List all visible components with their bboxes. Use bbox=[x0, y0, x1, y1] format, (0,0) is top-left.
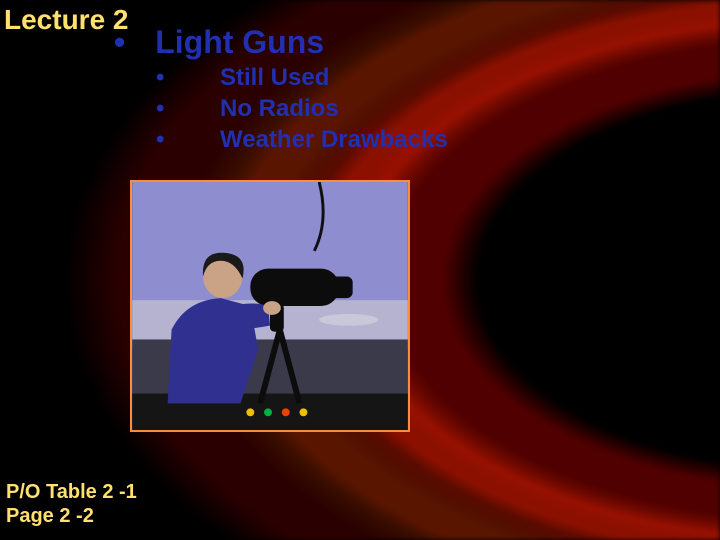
bullet-glyph: • bbox=[156, 62, 220, 93]
bullet-glyph: • bbox=[114, 24, 125, 60]
slide-content: Lecture 2 •Light Guns • Still Used • No … bbox=[0, 0, 720, 540]
main-heading-row: • Light Guns bbox=[114, 24, 324, 61]
bullet-glyph: • bbox=[156, 124, 220, 155]
list-item: • No Radios bbox=[156, 93, 448, 124]
footer-page-ref: Page 2 -2 bbox=[6, 505, 94, 528]
photo-illustration bbox=[132, 182, 408, 430]
footer-table-ref: P/O Table 2 -1 bbox=[6, 481, 137, 504]
bullet-glyph: • bbox=[156, 93, 220, 124]
list-item-label: No Radios bbox=[220, 93, 339, 124]
lecture-title: Lecture 2 bbox=[4, 4, 129, 36]
photo-light-gun-operator bbox=[130, 180, 410, 432]
sub-bullet-list: • Still Used • No Radios • Weather Drawb… bbox=[156, 62, 448, 156]
main-heading: Light Guns bbox=[155, 24, 324, 60]
list-item-label: Still Used bbox=[220, 62, 329, 93]
list-item: • Weather Drawbacks bbox=[156, 124, 448, 155]
list-item-label: Weather Drawbacks bbox=[220, 124, 448, 155]
list-item: • Still Used bbox=[156, 62, 448, 93]
